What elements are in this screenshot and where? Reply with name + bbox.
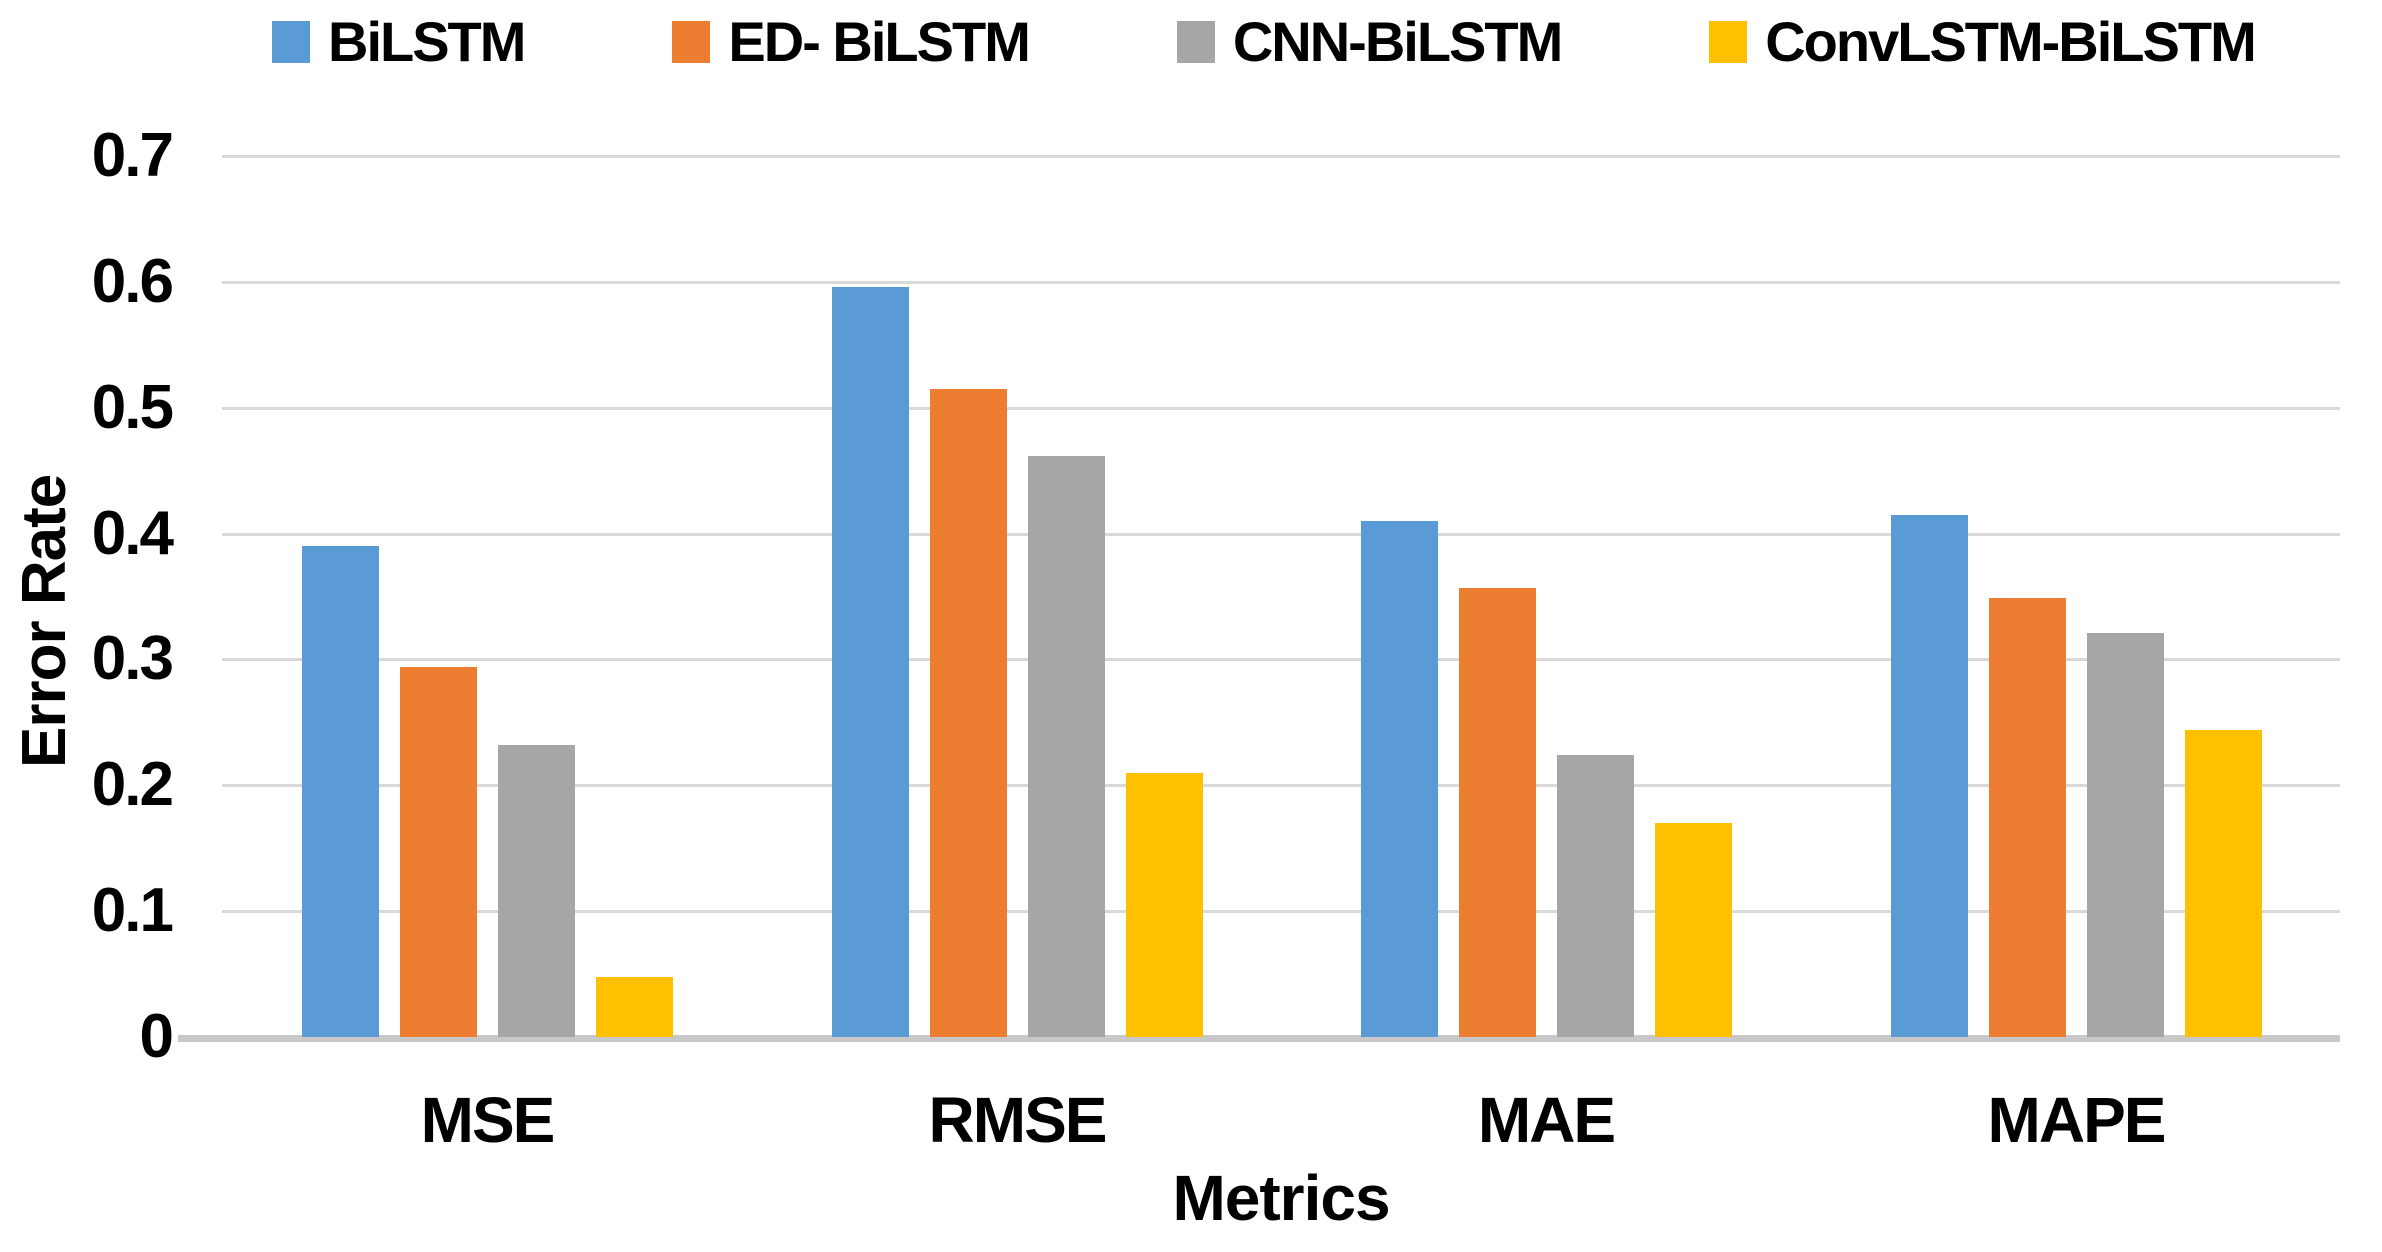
bar-ed-bilstm-mae [1458,588,1536,1037]
gridline [222,155,2340,158]
legend-swatch-icon [1709,21,1748,63]
bar-group-mae [1281,156,1811,1037]
bar-ed-bilstm-mse [399,667,477,1037]
y-tick-label: 0.6 [91,247,174,316]
bar-convlstm-bilstm-rmse [1125,773,1203,1037]
gridline [222,533,2340,536]
bar-group-rmse [752,156,1282,1037]
legend-item-3: ConvLSTM-BiLSTM [1709,10,2257,73]
legend-label: BiLSTM [328,10,526,73]
x-tick-label-rmse: RMSE [928,1084,1108,1156]
bar-convlstm-bilstm-mae [1654,823,1732,1037]
x-tick-label-mape: MAPE [1987,1084,2167,1156]
legend-item-1: ED- BiLSTM [672,10,1031,73]
bar-cnn-bilstm-mse [497,745,575,1037]
y-tick-label: 0.1 [91,876,174,945]
bar-bilstm-mae [1360,521,1438,1037]
legend-item-0: BiLSTM [272,10,526,73]
bar-group-mape [1811,156,2341,1037]
bar-convlstm-bilstm-mse [595,977,673,1037]
x-tick-label-mae: MAE [1477,1084,1616,1156]
legend-label: ED- BiLSTM [728,10,1030,73]
gridline [222,910,2340,913]
gridline [222,784,2340,787]
gridline [222,407,2340,410]
bar-cnn-bilstm-mape [2086,633,2164,1037]
gridline [222,658,2340,661]
legend-swatch-icon [1176,21,1215,63]
bar-cnn-bilstm-mae [1556,755,1634,1037]
y-tick-label: 0.3 [91,624,174,693]
x-tick-label-mse: MSE [420,1084,556,1156]
y-tick-label: 0.4 [91,499,174,568]
legend-item-2: CNN-BiLSTM [1176,10,1563,73]
gridline [222,281,2340,284]
bar-ed-bilstm-rmse [929,389,1007,1037]
x-axis-baseline [178,1035,2340,1042]
plot-area [178,155,2341,1042]
legend-swatch-icon [272,21,310,63]
y-tick-label: 0.5 [91,373,174,442]
y-tick-label: 0 [139,1002,174,1071]
bar-bilstm-rmse [831,287,909,1037]
bar-bilstm-mse [301,546,379,1037]
bar-group-mse [222,156,752,1037]
legend-label: ConvLSTM-BiLSTM [1765,10,2256,73]
bar-ed-bilstm-mape [1988,598,2066,1037]
y-tick-label: 0.7 [91,121,174,190]
legend-label: CNN-BiLSTM [1232,10,1563,73]
x-axis-title: Metrics [1172,1162,1390,1234]
bar-convlstm-bilstm-mape [2184,730,2262,1037]
bar-cnn-bilstm-rmse [1027,456,1105,1037]
bar-bilstm-mape [1890,515,1968,1037]
legend-swatch-icon [672,21,711,63]
y-tick-label: 0.2 [91,750,174,819]
chart-legend: BiLSTM ED- BiLSTM CNN-BiLSTM ConvLSTM-BiLST… [272,10,2257,73]
